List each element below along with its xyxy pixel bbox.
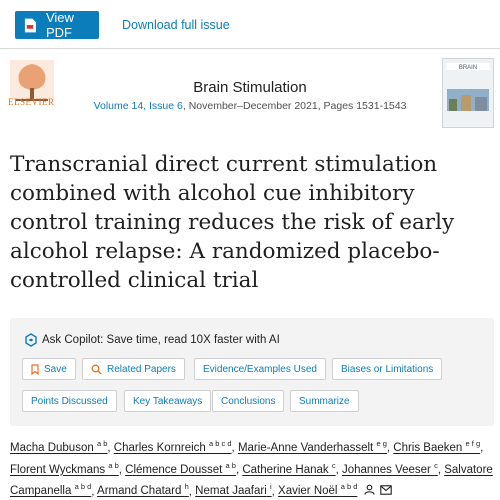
- conclusions-button[interactable]: Conclusions: [212, 390, 285, 412]
- key-takeaways-button[interactable]: Key Takeaways: [124, 390, 212, 412]
- summarize-label: Summarize: [299, 395, 350, 407]
- author-link[interactable]: Nemat Jaafari i: [195, 482, 272, 498]
- author-link[interactable]: Salvatore Campanella a b d: [10, 463, 493, 498]
- summarize-button[interactable]: Summarize: [290, 390, 359, 412]
- person-icon[interactable]: [364, 484, 375, 496]
- download-full-issue-link[interactable]: Download full issue: [122, 18, 230, 32]
- title-line: alcohol relapse: A randomized placebo-: [10, 239, 440, 264]
- journal-issue-info: Volume 14, Issue 6, November–December 20…: [0, 100, 500, 112]
- evidence-examples-label: Evidence/Examples Used: [203, 363, 317, 375]
- conclusions-label: Conclusions: [221, 395, 276, 407]
- save-label: Save: [44, 363, 67, 375]
- ask-copilot-panel: Ask Copilot: Save time, read 10X faster …: [10, 318, 494, 426]
- related-papers-label: Related Papers: [107, 363, 176, 375]
- copilot-heading-text: Ask Copilot: Save time, read 10X faster …: [42, 334, 280, 346]
- points-discussed-label: Points Discussed: [31, 395, 108, 407]
- article-title: Transcranial direct current stimulation …: [10, 150, 490, 295]
- title-line: Transcranial direct current stimulation: [10, 152, 438, 177]
- evidence-examples-button[interactable]: Evidence/Examples Used: [194, 358, 326, 380]
- author-link[interactable]: Armand Chatard h: [97, 482, 189, 498]
- volume-issue-link[interactable]: Volume 14, Issue 6: [93, 100, 183, 112]
- title-line: control training reduces the risk of ear…: [10, 210, 455, 235]
- author-list: Macha Dubuson a b, Charles Kornreich a b…: [10, 439, 493, 498]
- view-pdf-label: View PDF: [45, 10, 74, 40]
- key-takeaways-label: Key Takeaways: [133, 395, 203, 407]
- search-icon: [91, 364, 102, 374]
- cover-title: BRAIN: [459, 65, 477, 71]
- title-line: controlled clinical trial: [10, 268, 259, 293]
- biases-limitations-button[interactable]: Biases or Limitations: [332, 358, 443, 380]
- author-link[interactable]: Clémence Dousset a b: [125, 460, 236, 476]
- view-pdf-button[interactable]: View PDF: [15, 10, 99, 40]
- author-link[interactable]: Florent Wyckmans a b: [10, 460, 119, 476]
- title-line: combined with alcohol cue inhibitory: [10, 181, 415, 206]
- elsevier-tree-logo[interactable]: [8, 58, 56, 112]
- related-papers-button[interactable]: Related Papers: [82, 358, 185, 380]
- journal-cover-image[interactable]: BRAIN: [442, 58, 494, 128]
- author-link[interactable]: Marie-Anne Vanderhasselt e g: [237, 439, 387, 454]
- pdf-icon: [24, 18, 36, 32]
- author-link[interactable]: Chris Baeken e f g: [393, 439, 481, 454]
- author-link[interactable]: Macha Dubuson a b: [10, 439, 108, 454]
- article-toolbar: View PDF Download full issue: [0, 0, 500, 49]
- journal-title[interactable]: Brain Stimulation: [193, 79, 307, 96]
- save-button[interactable]: Save: [22, 358, 76, 380]
- cover-art-icon: BRAIN: [443, 59, 493, 127]
- elsevier-wordmark: ELSEVIER: [8, 97, 55, 107]
- author-link[interactable]: Catherine Hanak c: [242, 460, 336, 476]
- author-link[interactable]: Xavier Noël a b d: [278, 482, 358, 498]
- biases-limitations-label: Biases or Limitations: [341, 363, 434, 375]
- copilot-icon: [25, 333, 37, 347]
- author-link[interactable]: Charles Kornreich a b c d: [113, 439, 232, 454]
- points-discussed-button[interactable]: Points Discussed: [22, 390, 117, 412]
- email-icon[interactable]: [380, 485, 392, 496]
- date-pages: , November–December 2021, Pages 1531-154…: [182, 100, 407, 112]
- bookmark-icon: [31, 363, 39, 375]
- copilot-heading: Ask Copilot: Save time, read 10X faster …: [24, 333, 280, 347]
- author-link[interactable]: Johannes Veeser c: [342, 460, 438, 476]
